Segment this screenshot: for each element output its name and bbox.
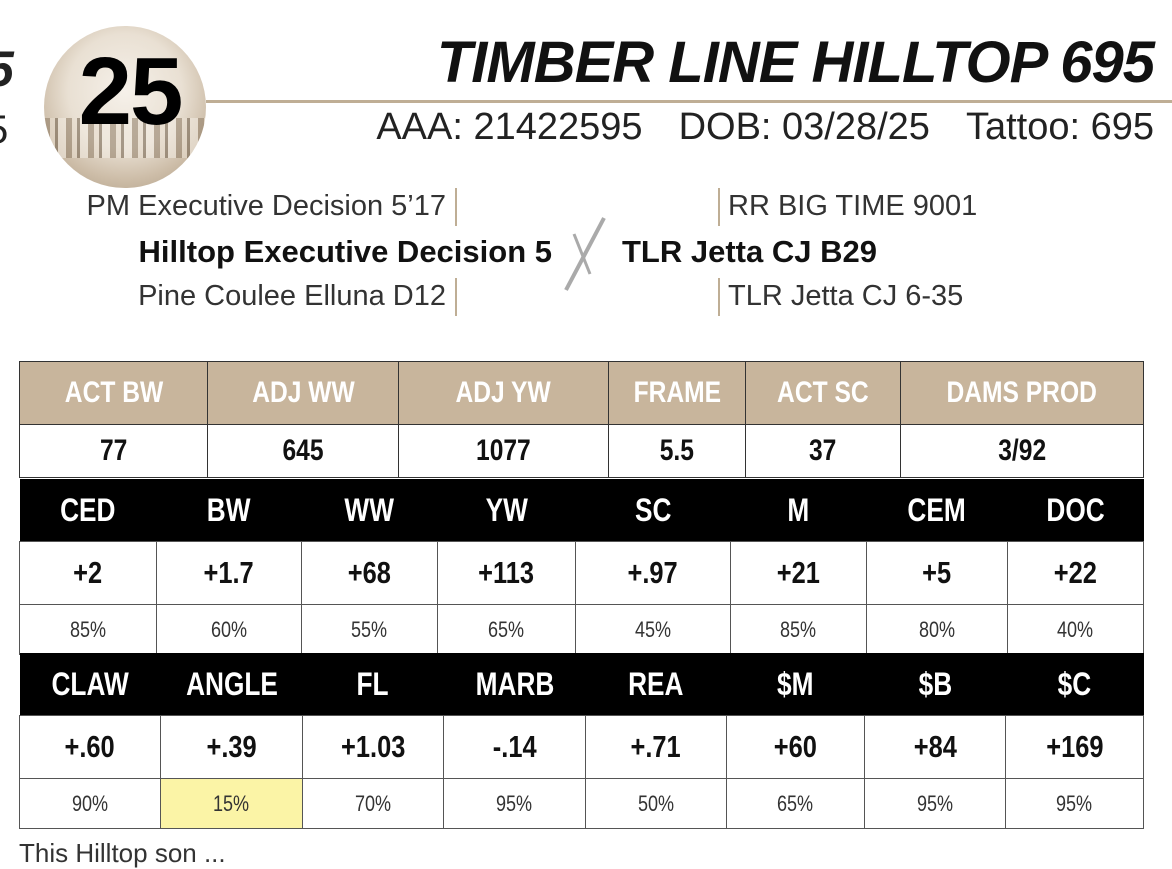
table-cell: 85% (19, 604, 157, 655)
table-header: YW (437, 479, 576, 542)
table-cell: 645 (207, 424, 399, 478)
pedigree-sire-dam: Pine Coulee Elluna D12 (138, 280, 446, 312)
date-of-birth: DOB: 03/28/25 (678, 106, 930, 148)
table-cell: 95% (864, 778, 1006, 829)
previous-lot-fragment-bottom: 5 (0, 108, 8, 153)
epd-percentile-row: 90% 15% 70% 95% 50% 65% 95% 95% (19, 778, 1144, 829)
pedigree-cross-icon (564, 217, 606, 291)
table-cell: +.71 (585, 715, 727, 779)
epd-table-1: CED BW WW YW SC M CEM DOC +2 +1.7 +68 +1… (19, 479, 1144, 655)
table-cell: 70% (302, 778, 444, 829)
table-header: DAMS PROD (900, 361, 1144, 425)
table-header: MARB (443, 653, 586, 716)
pedigree-bracket (718, 188, 720, 226)
table-header: CED (19, 479, 157, 542)
epd-value-row: +.60 +.39 +1.03 -.14 +.71 +60 +84 +169 (19, 715, 1144, 779)
table-cell: 45% (575, 604, 731, 655)
previous-lot-fragment-top: 5 (0, 40, 14, 98)
table-header: REA (585, 653, 727, 716)
footer-description: This Hilltop son ... (19, 838, 226, 868)
table-header: M (730, 479, 867, 542)
table-cell: +.60 (19, 715, 161, 779)
table-header: ACT BW (19, 361, 208, 425)
pedigree-dam: TLR Jetta CJ B29 (622, 234, 877, 269)
table-cell: +1.03 (302, 715, 444, 779)
table-header: CLAW (19, 653, 161, 716)
table-cell: 77 (19, 424, 208, 478)
epd-value-row: +2 +1.7 +68 +113 +.97 +21 +5 +22 (19, 541, 1144, 605)
table-cell: +.39 (160, 715, 303, 779)
table-header: $M (726, 653, 865, 716)
table-cell: 65% (726, 778, 865, 829)
table-header: ANGLE (160, 653, 303, 716)
table-cell: +21 (730, 541, 867, 605)
table-cell: 50% (585, 778, 727, 829)
table-header: BW (156, 479, 302, 542)
table-cell: +2 (19, 541, 157, 605)
table-cell: +68 (301, 541, 438, 605)
table-cell: 3/92 (900, 424, 1144, 478)
epd-table-2: CLAW ANGLE FL MARB REA $M $B $C +.60 +.3… (19, 653, 1144, 829)
table-cell: +.97 (575, 541, 731, 605)
table-cell: +113 (437, 541, 576, 605)
aaa-number: AAA: 21422595 (376, 106, 643, 148)
pedigree-bracket (718, 278, 720, 316)
table-cell: +22 (1007, 541, 1144, 605)
table-header: DOC (1007, 479, 1144, 542)
title-rule (206, 100, 1172, 103)
performance-header-row: ACT BW ADJ WW ADJ YW FRAME ACT SC DAMS P… (19, 361, 1144, 425)
table-header: ACT SC (745, 361, 901, 425)
table-header: WW (301, 479, 438, 542)
pedigree-dam-sire: RR BIG TIME 9001 (728, 190, 978, 222)
table-cell: 85% (730, 604, 867, 655)
table-cell: 95% (443, 778, 586, 829)
table-header: FRAME (608, 361, 746, 425)
table-cell: +84 (864, 715, 1006, 779)
table-header: FL (302, 653, 444, 716)
epd-percentile-row: 85% 60% 55% 65% 45% 85% 80% 40% (19, 604, 1144, 655)
animal-name: TIMBER LINE HILLTOP 695 (436, 30, 1155, 95)
table-cell: 90% (19, 778, 161, 829)
registration-line: AAA: 21422595 DOB: 03/28/25 Tattoo: 695 (376, 108, 1154, 146)
tattoo: Tattoo: 695 (965, 106, 1154, 148)
table-header: ADJ YW (398, 361, 609, 425)
table-cell: 37 (745, 424, 901, 478)
pedigree-bracket (455, 278, 457, 316)
table-cell: +169 (1005, 715, 1144, 779)
table-cell: 1077 (398, 424, 609, 478)
lot-number: 25 (78, 38, 184, 145)
table-cell: 65% (437, 604, 576, 655)
lot-photo-circle (44, 26, 206, 188)
table-header: ADJ WW (207, 361, 399, 425)
table-header: $B (864, 653, 1006, 716)
performance-value-row: 77 645 1077 5.5 37 3/92 (19, 424, 1144, 478)
pedigree-dam-dam: TLR Jetta CJ 6-35 (728, 280, 964, 312)
table-cell: 95% (1005, 778, 1144, 829)
table-cell: +60 (726, 715, 865, 779)
table-cell: 40% (1007, 604, 1144, 655)
table-cell: 80% (866, 604, 1008, 655)
table-cell: +5 (866, 541, 1008, 605)
table-cell: 5.5 (608, 424, 746, 478)
highlighted-percentile-cell: 15% (160, 778, 303, 829)
table-header: SC (575, 479, 731, 542)
epd-header-row: CED BW WW YW SC M CEM DOC (19, 479, 1144, 542)
table-header: $C (1005, 653, 1144, 716)
table-cell: +1.7 (156, 541, 302, 605)
performance-table: ACT BW ADJ WW ADJ YW FRAME ACT SC DAMS P… (19, 361, 1144, 478)
table-cell: 55% (301, 604, 438, 655)
epd-header-row: CLAW ANGLE FL MARB REA $M $B $C (19, 653, 1144, 716)
table-cell: -.14 (443, 715, 586, 779)
pedigree-sire: Hilltop Executive Decision 5 (138, 234, 552, 269)
table-header: CEM (866, 479, 1008, 542)
pedigree-sire-sire: PM Executive Decision 5’17 (86, 190, 446, 222)
pedigree-bracket (455, 188, 457, 226)
table-cell: 60% (156, 604, 302, 655)
